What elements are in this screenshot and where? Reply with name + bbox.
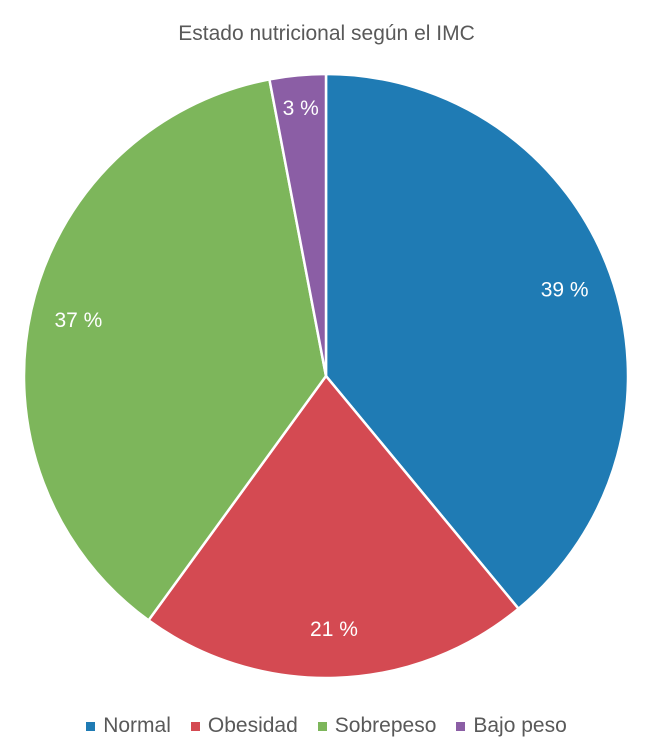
pie-slice-normal bbox=[324, 72, 630, 611]
legend-item-normal: Normal bbox=[86, 714, 171, 738]
legend-swatch bbox=[190, 721, 200, 731]
legend-label: Normal bbox=[103, 714, 171, 737]
pie-slice-sobrepeso bbox=[22, 77, 328, 623]
pie-chart: 39 % 21 % 37 % 3 % bbox=[22, 72, 630, 680]
chart-title: Estado nutricional según el IMC bbox=[178, 22, 475, 45]
data-label-bajo-peso: 3 % bbox=[283, 97, 319, 120]
legend-swatch bbox=[456, 721, 466, 731]
legend-swatch bbox=[86, 721, 96, 731]
legend-label: Bajo peso bbox=[473, 714, 567, 737]
data-label-normal: 39 % bbox=[541, 279, 589, 302]
legend-item-bajo-peso: Bajo peso bbox=[456, 714, 567, 738]
legend-label: Obesidad bbox=[207, 714, 298, 737]
legend-swatch bbox=[317, 721, 327, 731]
legend-item-sobrepeso: Sobrepeso bbox=[317, 714, 437, 738]
pie-slice-obesidad bbox=[146, 373, 521, 680]
pie-slice-bajo-peso bbox=[267, 72, 328, 377]
data-label-obesidad: 21 % bbox=[310, 618, 358, 641]
legend-item-obesidad: Obesidad bbox=[190, 714, 298, 738]
legend: Normal Obesidad Sobrepeso Bajo peso bbox=[0, 714, 653, 738]
legend-label: Sobrepeso bbox=[334, 714, 437, 737]
data-label-sobrepeso: 37 % bbox=[54, 309, 102, 332]
